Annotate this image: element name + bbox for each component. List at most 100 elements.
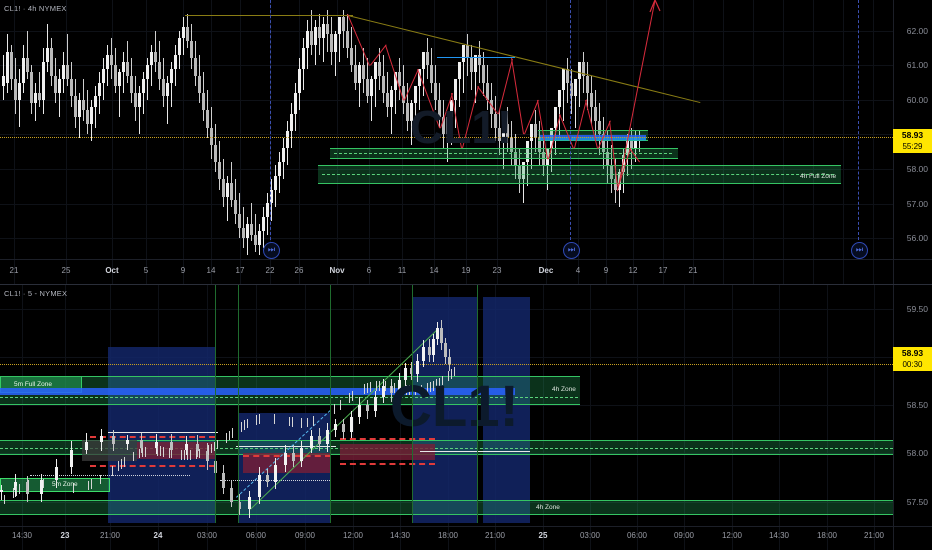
zone-label-5m: 5m Zone — [52, 481, 78, 488]
time-tick-label: 14:30 — [12, 531, 32, 540]
candle-body — [428, 347, 431, 355]
time-tick-label: 26 — [295, 266, 304, 275]
candle-body — [590, 93, 593, 107]
candle-body — [178, 38, 181, 55]
candle-wick — [19, 484, 20, 494]
candle-wick — [59, 69, 60, 117]
plot-area-5m[interactable]: CL1! 5m Full Zone 4h Zone 5m Zone 4h Zone — [0, 285, 893, 550]
candle-body — [102, 69, 105, 83]
time-tick-label: 17 — [236, 266, 245, 275]
candle-body — [50, 48, 53, 76]
candle-body — [406, 103, 409, 120]
candle-body — [470, 58, 473, 72]
candle-body — [390, 90, 393, 107]
white-level — [236, 446, 336, 447]
price-tick-label: 56.00 — [907, 233, 928, 243]
gridline-h — [0, 65, 893, 66]
candle-wick — [451, 369, 452, 379]
session-box[interactable] — [483, 297, 530, 523]
time-tick-label: 21:00 — [485, 531, 505, 540]
candle-wick — [4, 495, 5, 505]
zone-label-5m-full: 5m Full Zone — [14, 381, 52, 388]
last-price-value: 58.93 — [893, 130, 932, 141]
candle-wick — [184, 450, 185, 460]
candle-body — [26, 58, 29, 72]
plot-area-4h[interactable]: CL1! 4h Full Zone ⏭ ⏭ ⏭ — [0, 0, 893, 285]
candle-body — [438, 100, 441, 117]
candle-wick — [181, 450, 182, 460]
candle-body — [90, 107, 93, 124]
price-tick-label: 61.00 — [907, 60, 928, 70]
time-tick-label: 06:00 — [627, 531, 647, 540]
time-tick-label: 18:00 — [817, 531, 837, 540]
candle-body — [298, 69, 301, 93]
candle-body — [594, 107, 597, 121]
time-axis-5m[interactable]: 14:30 23 21:00 24 03:00 06:00 09:00 12:00 14:30 1… — [0, 528, 893, 548]
time-axis-4h[interactable]: 21 25 Oct 5 9 14 17 22 26 Nov 6 11 14 19 23 Dec 4 9 12 17 21 — [0, 262, 893, 282]
candle-body — [6, 52, 9, 83]
candle-wick — [379, 381, 380, 391]
candle-wick — [124, 457, 125, 467]
pane-separator[interactable] — [0, 284, 932, 285]
chart-pane-4h[interactable]: CL1! 4h Full Zone ⏭ ⏭ ⏭ CL1! · 4h NYMEX 62.… — [0, 0, 932, 285]
candle-body — [326, 430, 329, 444]
replay-marker[interactable]: ⏭ — [563, 242, 580, 259]
candle-body — [346, 31, 349, 48]
candle-body — [350, 48, 353, 65]
white-level — [108, 432, 218, 433]
candle-body — [122, 62, 125, 72]
zone-mid-dash — [334, 153, 672, 154]
level-blue-5m[interactable] — [0, 388, 515, 395]
candle-body — [314, 27, 317, 44]
candle-body — [138, 93, 141, 107]
candle-wick — [340, 400, 341, 410]
gridline-v — [546, 0, 547, 285]
candle-wick — [196, 450, 197, 460]
candle-body — [222, 179, 225, 196]
candle-body — [185, 444, 188, 450]
red-dash-level — [340, 463, 435, 465]
session-box[interactable] — [412, 297, 477, 523]
candle-wick — [439, 378, 440, 388]
candle-body — [310, 31, 313, 45]
price-axis-5m[interactable]: 59.5059.0058.5058.0057.50 — [893, 285, 932, 550]
candle-body — [414, 86, 417, 103]
candle-body — [446, 117, 449, 134]
candle-body — [2, 76, 5, 86]
candle-body — [186, 27, 189, 41]
swing-path-segment — [511, 58, 524, 134]
time-tick-label: 03:00 — [197, 531, 217, 540]
time-tick-label: 21 — [10, 266, 19, 275]
candle-body — [362, 65, 365, 79]
candle-body — [284, 453, 287, 465]
candle-body — [222, 473, 225, 488]
replay-marker[interactable]: ⏭ — [851, 242, 868, 259]
time-tick-label: Oct — [105, 266, 118, 275]
candle-body — [274, 465, 277, 482]
chart-pane-5m[interactable]: CL1! 5m Full Zone 4h Zone 5m Zone 4h Zone C… — [0, 285, 932, 550]
candle-body — [310, 436, 313, 448]
candle-body — [562, 69, 565, 90]
candle-wick — [409, 385, 410, 395]
time-axis-divider — [0, 259, 932, 260]
candle-wick — [139, 449, 140, 459]
candle-wick — [229, 431, 230, 441]
candle-body — [444, 343, 447, 357]
gridline-v — [369, 0, 370, 285]
candle-body — [46, 48, 49, 62]
candle-body — [182, 27, 185, 37]
candle-body — [382, 76, 385, 93]
candle-wick — [364, 384, 365, 394]
time-tick-label: 14 — [207, 266, 216, 275]
candle-wick — [118, 461, 119, 471]
candle-wick — [199, 449, 200, 459]
block-maroon[interactable] — [137, 442, 215, 459]
gridline-v — [337, 0, 338, 285]
replay-marker[interactable]: ⏭ — [263, 242, 280, 259]
candle-body — [440, 328, 443, 343]
candle-body — [258, 231, 261, 245]
candle-body — [506, 124, 509, 138]
zone-4h-bottom[interactable] — [0, 500, 893, 515]
time-tick-label: 09:00 — [295, 531, 315, 540]
bar-countdown: 55:29 — [893, 141, 932, 152]
